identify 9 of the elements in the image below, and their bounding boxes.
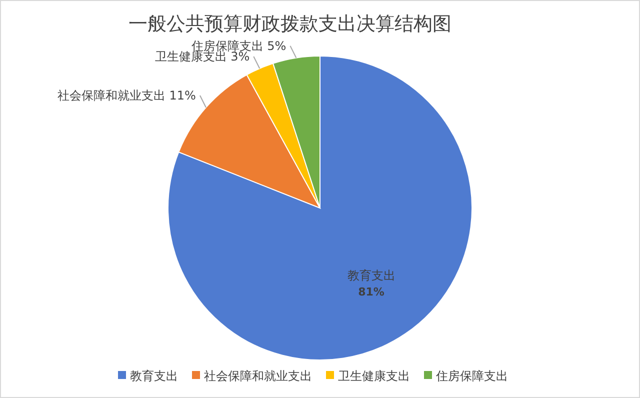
slice-label: 教育支出 (347, 268, 396, 282)
category-label: 社会保障和就业支出 11% (57, 88, 196, 102)
chart-title: 一般公共预算财政拨款支出决算结构图 (128, 13, 452, 35)
legend-label: 住房保障支出 (435, 369, 508, 383)
category-label: 住房保障支出 5% (191, 38, 286, 53)
legend-label: 社会保障和就业支出 (204, 369, 312, 383)
data-label: 81% (358, 285, 384, 298)
legend-label: 教育支出 (130, 369, 178, 383)
legend-label: 卫生健康支出 (338, 369, 410, 383)
